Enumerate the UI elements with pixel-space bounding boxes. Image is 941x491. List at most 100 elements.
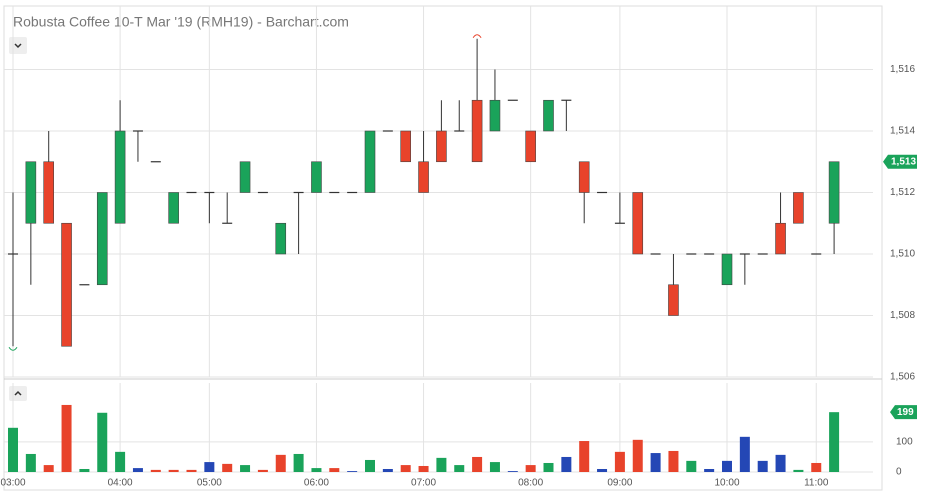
high-marker	[472, 34, 482, 39]
volume-bar	[257, 469, 268, 472]
candle-body	[25, 161, 37, 224]
candle-body	[364, 130, 376, 193]
candle-body	[436, 130, 447, 163]
volume-bar	[561, 456, 572, 472]
volume-bar	[418, 465, 429, 472]
volume-bar	[240, 465, 251, 472]
volume-bar	[97, 412, 108, 472]
x-tick-label: 09:00	[607, 478, 632, 489]
candle-body	[543, 99, 554, 132]
volume-bar	[722, 460, 732, 472]
x-tick-label: 06:00	[304, 478, 329, 489]
button-bg[interactable]	[9, 37, 27, 54]
candle-body	[275, 222, 287, 255]
last-volume-label: 199	[897, 407, 914, 418]
y-tick-label: 1,512	[890, 187, 915, 198]
volume-bar	[525, 465, 536, 472]
candle-body	[43, 161, 55, 224]
x-tick-label: 05:00	[197, 478, 222, 489]
frame	[3, 5, 883, 491]
volume-bar	[686, 460, 697, 472]
y-tick-label: 1,506	[890, 372, 915, 383]
volume-bar	[150, 469, 161, 472]
volume-tick-label: 0	[896, 467, 902, 478]
volume-bar	[168, 469, 179, 472]
candle-body	[525, 130, 536, 163]
last-volume-badge	[890, 405, 917, 420]
volume-bar	[293, 453, 304, 472]
candle-body	[418, 161, 429, 193]
button-bg[interactable]	[9, 386, 27, 401]
last-price-badge	[883, 154, 917, 169]
candle-body	[489, 99, 501, 132]
volume-bar	[454, 465, 465, 472]
volume-bar	[650, 453, 661, 472]
volume-bar	[489, 462, 500, 472]
candle-body	[578, 161, 590, 193]
x-tick-label: 08:00	[518, 478, 543, 489]
candle-body	[311, 161, 322, 193]
low-marker	[8, 346, 18, 351]
volume-bar	[222, 463, 233, 472]
volume-bar	[739, 436, 750, 472]
volume-bar	[757, 460, 768, 472]
y-tick-label: 1,516	[890, 64, 915, 75]
volume-bar	[472, 456, 483, 472]
candle-body	[239, 161, 251, 193]
volume-bar	[43, 465, 54, 472]
candle-body	[721, 253, 733, 286]
y-tick-label: 1,510	[890, 249, 915, 260]
volume-bar	[793, 469, 804, 472]
chevron-down[interactable]	[14, 43, 22, 49]
volume-bar	[597, 468, 608, 472]
volume-bar	[329, 468, 340, 472]
volume-bar	[204, 462, 215, 472]
volume-bar	[347, 471, 358, 472]
volume-bar	[275, 454, 286, 472]
volume-bar	[365, 459, 375, 472]
volume-bar	[632, 439, 643, 472]
x-tick-label: 03:00	[0, 478, 25, 489]
volume-tick-label: 100	[896, 437, 913, 448]
candle-body	[471, 99, 483, 163]
candle-body	[114, 130, 126, 224]
volume-bar	[400, 465, 411, 472]
volume-bar	[811, 462, 822, 472]
volume-bar	[704, 468, 715, 472]
volume-bar	[79, 468, 90, 472]
volume-bar	[186, 469, 197, 472]
chart-title: Robusta Coffee 10-T Mar '19 (RMH19) - Ba…	[13, 14, 349, 30]
volume-bar	[436, 457, 447, 472]
candle-body	[96, 192, 108, 286]
volume-bar	[829, 412, 840, 472]
volume-bar	[668, 450, 679, 472]
volume-bar	[8, 427, 18, 472]
x-tick-label: 11:00	[804, 478, 829, 489]
last-price-label: 1,513	[891, 156, 916, 167]
x-tick-label: 10:00	[714, 478, 739, 489]
collapse-button[interactable]	[9, 386, 27, 401]
volume-bar	[775, 454, 786, 472]
x-tick-label: 04:00	[108, 478, 133, 489]
volume-bar	[25, 453, 36, 472]
candle-body	[828, 161, 840, 224]
candle-body	[793, 192, 804, 224]
volume-bar	[507, 471, 518, 472]
collapse-button[interactable]	[9, 37, 27, 54]
candle-body	[400, 130, 412, 163]
candle-body	[668, 284, 679, 316]
chevron-up[interactable]	[14, 390, 22, 396]
y-tick-label: 1,508	[890, 310, 915, 321]
volume-bar	[132, 468, 143, 472]
volume-bar	[115, 451, 126, 472]
volume-bar	[614, 451, 625, 472]
y-tick-label: 1,514	[890, 126, 915, 137]
candle-body	[775, 222, 786, 255]
candle-body	[168, 192, 179, 224]
volume-bar	[579, 441, 590, 472]
volume-bar	[543, 462, 554, 472]
candle-body	[632, 192, 644, 255]
x-tick-label: 07:00	[411, 478, 436, 489]
volume-bar	[61, 404, 72, 472]
